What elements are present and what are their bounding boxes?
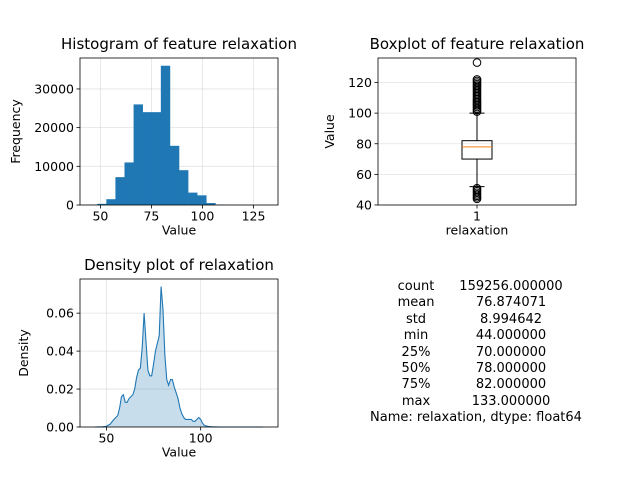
y-tick-label: 0.04 xyxy=(46,344,74,359)
chart-title: Histogram of feature relaxation xyxy=(61,35,297,53)
stats-footer: Name: relaxation, dtype: float64 xyxy=(370,410,582,426)
stats-key: 50% xyxy=(401,361,431,377)
histogram-bar xyxy=(133,104,143,205)
stats-row-std: std 8.994642 xyxy=(340,312,612,328)
chart-title: Density plot of relaxation xyxy=(84,256,274,274)
stats-row-min: min 44.000000 xyxy=(340,328,612,344)
y-tick-label: 30000 xyxy=(34,81,74,96)
stats-row-mean: mean 76.874071 xyxy=(340,295,612,311)
outlier-point xyxy=(472,183,482,193)
histogram-bar xyxy=(142,112,153,205)
y-tick-label: 0 xyxy=(66,198,74,213)
stats-row-max: max 133.000000 xyxy=(340,394,612,410)
x-axis-label: Value xyxy=(162,223,197,238)
stats-value: 76.874071 xyxy=(475,295,547,311)
outlier-point xyxy=(472,58,482,67)
x-tick-label: 50 xyxy=(98,431,114,446)
describe-stats-text: count 159256.000000 mean 76.874071 std 8… xyxy=(340,279,612,427)
histogram-chart: 0 10000 20000 30000 50 75 100 125 Histogram of f… xyxy=(8,35,297,238)
stats-value: 78.000000 xyxy=(475,361,547,377)
y-tick-label: 100 xyxy=(348,106,372,121)
x-tick-label: 100 xyxy=(191,209,215,224)
axes-frame xyxy=(79,57,279,206)
x-axis-label: Value xyxy=(162,445,197,460)
x-tick-label: 100 xyxy=(189,431,213,446)
stats-value: 159256.000000 xyxy=(459,279,563,294)
stats-key: mean xyxy=(397,295,435,311)
stats-key: 25% xyxy=(401,344,431,360)
boxplot-chart: 1 40 60 80 100 120 Boxplot of feature relaxati… xyxy=(322,35,584,238)
stats-row-50: 50% 78.000000 xyxy=(340,361,612,377)
histogram-bar xyxy=(169,145,180,205)
stats-key: count xyxy=(397,279,435,294)
chart-title: Boxplot of feature relaxation xyxy=(370,35,585,53)
histogram-bar xyxy=(124,162,134,205)
stats-key: std xyxy=(405,311,427,327)
box-iqr xyxy=(461,140,493,160)
axes-frame xyxy=(377,57,577,206)
stats-key: max xyxy=(401,393,431,409)
histogram-bar xyxy=(106,199,116,205)
histogram-bar xyxy=(179,170,189,205)
stats-row-count: count 159256.000000 xyxy=(340,279,612,295)
stats-value: 133.000000 xyxy=(471,393,551,409)
density-area xyxy=(95,286,263,427)
y-axis-label: Value xyxy=(322,114,337,149)
histogram-bar xyxy=(97,203,107,205)
stats-value: 8.994642 xyxy=(479,311,543,327)
y-tick-label: 0.02 xyxy=(46,382,74,397)
stats-row-25: 25% 70.000000 xyxy=(340,345,612,361)
x-axis-label: relaxation xyxy=(446,223,509,238)
histogram-bar xyxy=(115,177,125,205)
stats-value: 82.000000 xyxy=(475,377,547,393)
histogram-bar xyxy=(151,112,162,205)
density-chart: 0.00 0.02 0.04 0.06 50 100 Density plot of rel… xyxy=(16,256,279,460)
y-tick-label: 120 xyxy=(348,75,372,90)
y-tick-label: 20000 xyxy=(34,120,74,135)
histogram-bar xyxy=(188,192,198,205)
histogram-bar xyxy=(197,195,207,205)
y-axis-label: Frequency xyxy=(8,99,23,164)
histogram-bar xyxy=(206,203,216,205)
y-axis-label: Density xyxy=(16,329,31,377)
x-tick-label: 125 xyxy=(242,209,266,224)
stats-value: 70.000000 xyxy=(475,344,547,360)
x-tick-label: 1 xyxy=(473,209,481,224)
stats-row-75: 75% 82.000000 xyxy=(340,377,612,393)
y-tick-label: 40 xyxy=(356,198,372,213)
stats-value: 44.000000 xyxy=(475,328,547,344)
histogram-bar xyxy=(160,65,171,205)
density-line xyxy=(95,286,263,428)
x-tick-label: 50 xyxy=(92,209,108,224)
outlier-point xyxy=(472,75,482,84)
stats-key: min xyxy=(403,328,429,344)
x-tick-label: 75 xyxy=(143,209,159,224)
axes-frame xyxy=(79,278,279,428)
y-tick-label: 60 xyxy=(356,167,372,182)
y-tick-label: 80 xyxy=(356,136,372,151)
y-tick-label: 0.00 xyxy=(46,420,74,435)
y-tick-label: 0.06 xyxy=(46,306,74,321)
y-tick-label: 10000 xyxy=(34,159,74,174)
stats-key: 75% xyxy=(401,377,431,393)
